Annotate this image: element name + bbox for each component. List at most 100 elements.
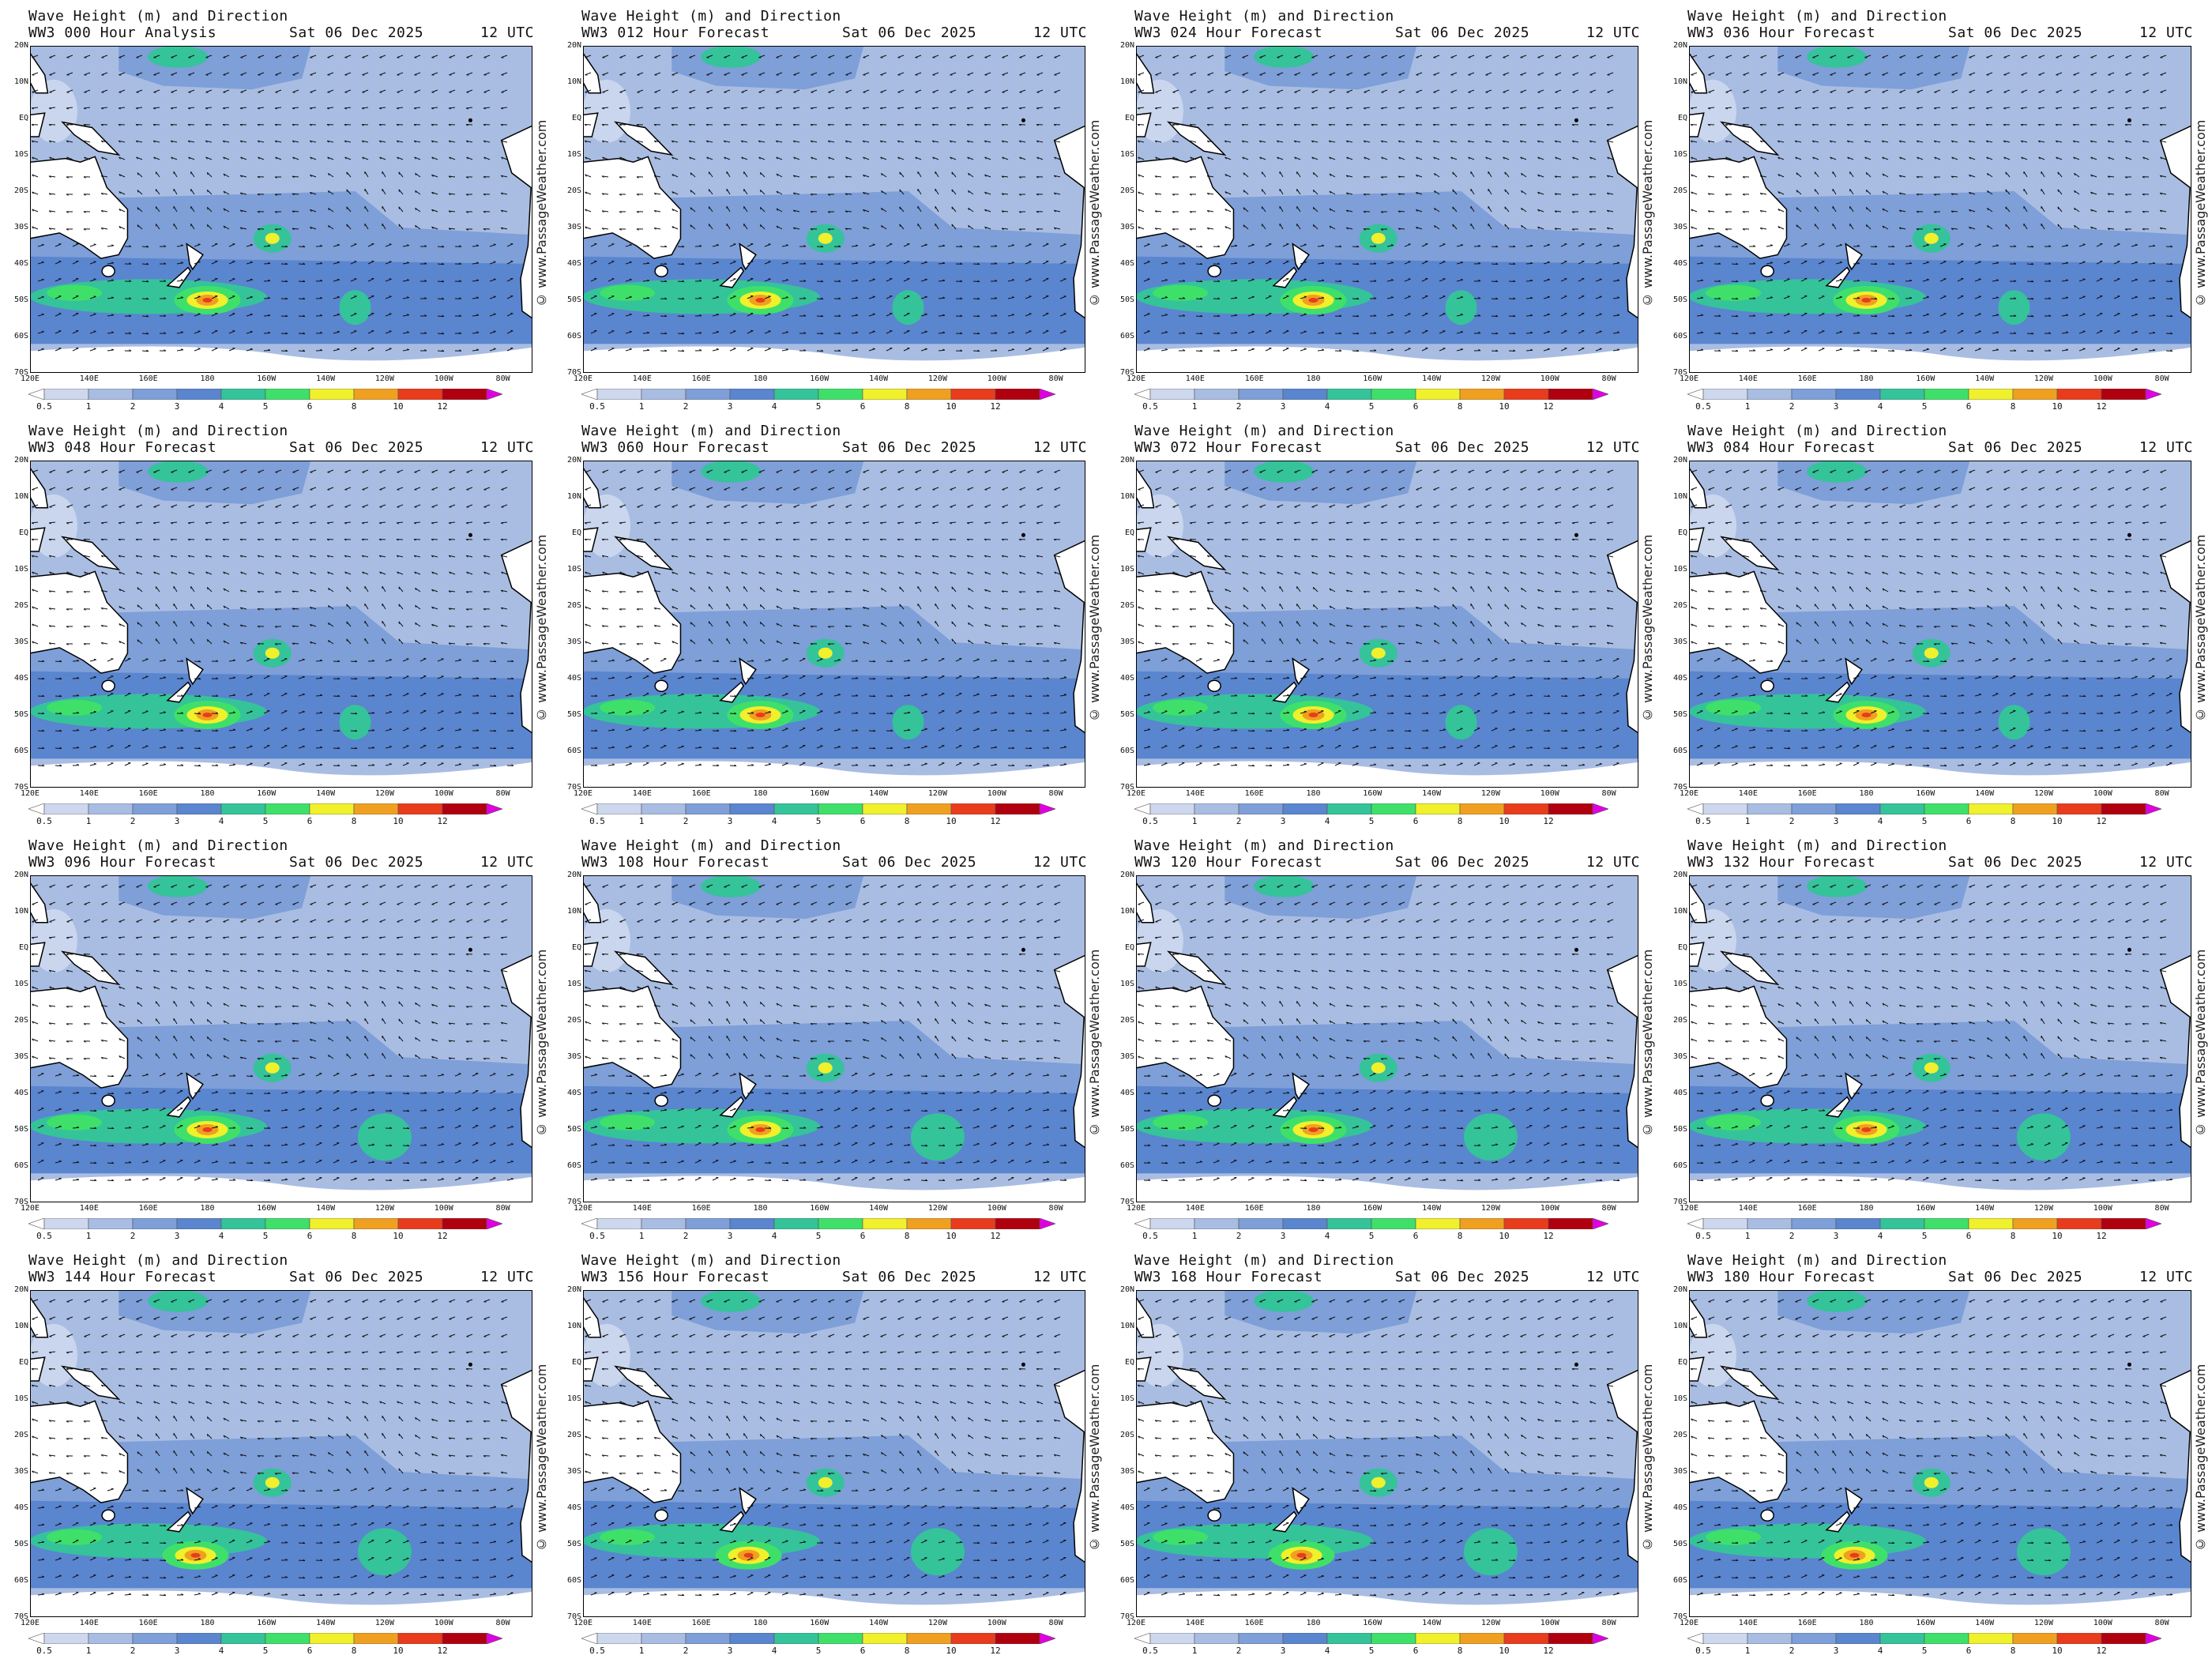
longitude-label: 120W: [374, 789, 394, 798]
colorbar-tick-label: 3: [174, 1646, 180, 1656]
run-date: Sat 06 Dec 2025: [289, 439, 424, 456]
latitude-label: 70S: [13, 783, 28, 792]
colorbar-tick-label: 10: [1499, 1646, 1510, 1656]
run-time: 12 UTC: [1033, 24, 1087, 41]
colorbar-tick-label: 0.5: [1695, 401, 1711, 412]
latitude-label: EQ: [1677, 1358, 1687, 1367]
latitude-label: 60S: [566, 747, 581, 755]
colorbar-legend: 0.5 1 2 3 4 5 6 8 10 12: [28, 389, 502, 414]
colorbar-tick-label: 1: [1191, 1646, 1198, 1656]
panel-header: WW3 132 Hour Forecast Sat 06 Dec 2025 12 U…: [1687, 854, 2193, 871]
panel-title: Wave Height (m) and Direction: [1134, 1252, 1394, 1269]
longitude-label: 100W: [2093, 374, 2112, 383]
colorbar-tick-label: 12: [990, 1646, 1001, 1656]
longitude-label: 120E: [573, 374, 593, 383]
longitude-label: 120W: [374, 1619, 394, 1627]
colorbar-tick-label: 2: [130, 401, 136, 412]
latitude-label: 60S: [1672, 1576, 1687, 1585]
wave-height-map: [583, 461, 1085, 788]
longitude-label: 160W: [257, 1204, 276, 1213]
latitude-label: 60S: [1672, 1161, 1687, 1170]
longitude-label: 180: [200, 374, 215, 383]
colorbar-tick-label: 8: [1457, 1231, 1463, 1241]
longitude-label: 180: [753, 1619, 768, 1627]
colorbar-tick-label: 12: [1543, 1231, 1554, 1241]
latitude-label: EQ: [1677, 114, 1687, 122]
colorbar-legend: 0.5 1 2 3 4 5 6 8 10 12: [1134, 389, 1608, 414]
colorbar-tick-label: 5: [815, 1646, 822, 1656]
latitude-label: 20N: [1119, 41, 1134, 50]
colorbar-legend: 0.5 1 2 3 4 5 6 8 10 12: [1687, 803, 2161, 829]
map-canvas: [30, 1290, 532, 1617]
panel-header: WW3 048 Hour Forecast Sat 06 Dec 2025 12 U…: [28, 439, 534, 456]
colorbar-tick-label: 0.5: [36, 816, 52, 826]
colorbar-tick-label: 12: [1543, 401, 1554, 412]
longitude-label: 100W: [987, 1619, 1006, 1627]
credit-watermark: © www.PassageWeather.com: [1087, 949, 1102, 1137]
credit-watermark: © www.PassageWeather.com: [534, 949, 549, 1137]
colorbar-tick-label: 8: [904, 1646, 910, 1656]
wave-height-map: [583, 875, 1085, 1202]
colorbar-tick-label: 1: [1744, 816, 1751, 826]
latitude-label: 10S: [566, 150, 581, 159]
longitude-label: 180: [1859, 789, 1874, 798]
longitude-label: 120E: [573, 789, 593, 798]
latitude-label: 40S: [1119, 1503, 1134, 1512]
forecast-hour-label: WW3 048 Hour Forecast: [28, 439, 217, 456]
latitude-label: 20S: [1119, 1016, 1134, 1025]
latitude-label: 30S: [1672, 1052, 1687, 1061]
longitude-label: 180: [1859, 374, 1874, 383]
longitude-label: 120E: [1126, 374, 1146, 383]
longitude-label: 160E: [1244, 789, 1264, 798]
panel-title: Wave Height (m) and Direction: [581, 837, 841, 854]
latitude-label: 10N: [1119, 1322, 1134, 1330]
longitude-label: 120E: [573, 1619, 593, 1627]
colorbar-tick-label: 1: [1744, 401, 1751, 412]
map-canvas: [30, 875, 532, 1202]
latitude-label: 30S: [1119, 1467, 1134, 1476]
map-canvas: [583, 461, 1085, 788]
latitude-label: 70S: [566, 1198, 581, 1206]
colorbar-legend: 0.5 1 2 3 4 5 6 8 10 12: [1134, 1218, 1608, 1243]
longitude-label: 140W: [1975, 789, 1995, 798]
longitude-label: 140E: [632, 374, 652, 383]
latitude-label: 20N: [1119, 456, 1134, 465]
latitude-label: 40S: [1119, 259, 1134, 268]
longitude-label: 160W: [1363, 789, 1382, 798]
latitude-label: EQ: [1677, 529, 1687, 537]
forecast-panel: Wave Height (m) and Direction WW3 120 Hou…: [1106, 830, 1659, 1244]
forecast-hour-label: WW3 060 Hour Forecast: [581, 439, 770, 456]
forecast-hour-label: WW3 180 Hour Forecast: [1687, 1269, 1876, 1285]
wave-height-map: [1136, 875, 1638, 1202]
run-date: Sat 06 Dec 2025: [1395, 1269, 1530, 1285]
credit-watermark: © www.PassageWeather.com: [1087, 119, 1102, 307]
map-canvas: [30, 46, 532, 373]
longitude-label: 140E: [632, 1619, 652, 1627]
colorbar-tick-label: 6: [307, 401, 313, 412]
colorbar-tick-label: 3: [1280, 1231, 1286, 1241]
latitude-label: 10N: [13, 1322, 28, 1330]
longitude-label: 160E: [138, 1204, 158, 1213]
longitude-label: 140W: [316, 789, 336, 798]
colorbar-tick-label: 10: [1499, 401, 1510, 412]
latitude-label: 70S: [1672, 783, 1687, 792]
colorbar-tick-label: 12: [1543, 1646, 1554, 1656]
panel-title: Wave Height (m) and Direction: [1134, 837, 1394, 854]
colorbar-tick-label: 4: [771, 401, 777, 412]
longitude-label: 160W: [257, 374, 276, 383]
latitude-label: 30S: [1119, 223, 1134, 231]
latitude-label: 20N: [13, 1285, 28, 1294]
map-canvas: [583, 875, 1085, 1202]
panel-title: Wave Height (m) and Direction: [28, 423, 288, 439]
colorbar-legend: 0.5 1 2 3 4 5 6 8 10 12: [1134, 1633, 1608, 1658]
latitude-label: 70S: [13, 1612, 28, 1621]
colorbar-tick-label: 1: [638, 401, 645, 412]
colorbar-tick-label: 3: [174, 401, 180, 412]
latitude-label: 30S: [1119, 1052, 1134, 1061]
longitude-label: 120E: [1679, 789, 1699, 798]
longitude-label: 80W: [1601, 789, 1616, 798]
longitude-label: 180: [200, 1204, 215, 1213]
colorbar-swatches: [28, 803, 502, 814]
latitude-label: 60S: [566, 1161, 581, 1170]
